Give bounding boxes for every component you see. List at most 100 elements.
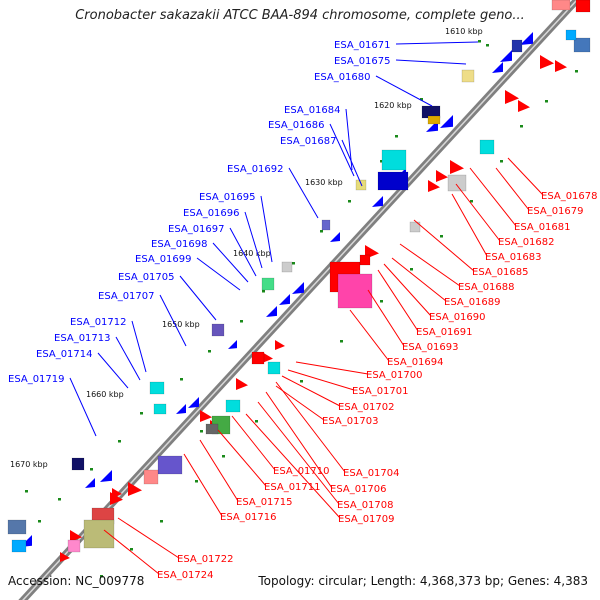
- gene-block: [565, 29, 577, 41]
- gene-label[interactable]: ESA_01715: [236, 497, 293, 508]
- gene-label[interactable]: ESA_01712: [70, 317, 127, 328]
- gene-label[interactable]: ESA_01707: [98, 291, 155, 302]
- label-leader-line: [212, 242, 249, 283]
- gene-arrow: [100, 470, 112, 482]
- gene-block: [157, 455, 183, 475]
- label-leader-line: [395, 41, 479, 45]
- gene-label[interactable]: ESA_01679: [527, 206, 584, 217]
- label-leader-line: [159, 294, 187, 347]
- gene-label[interactable]: ESA_01684: [284, 105, 341, 116]
- gc-tick-mark: [262, 290, 265, 293]
- gene-label[interactable]: ESA_01713: [54, 333, 111, 344]
- gene-label[interactable]: ESA_01710: [273, 466, 330, 477]
- gene-block: [575, 0, 591, 13]
- gene-label[interactable]: ESA_01692: [227, 164, 284, 175]
- kbp-tick-label: 1660 kbp: [86, 390, 124, 399]
- gene-block: [479, 139, 495, 155]
- label-leader-line: [288, 167, 319, 219]
- gene-label[interactable]: ESA_01719: [8, 374, 65, 385]
- gene-label[interactable]: ESA_01690: [429, 312, 486, 323]
- gene-label[interactable]: ESA_01671: [334, 40, 391, 51]
- gene-label[interactable]: ESA_01698: [151, 239, 208, 250]
- gene-label[interactable]: ESA_01682: [498, 237, 555, 248]
- gene-block: [511, 39, 523, 53]
- gene-label[interactable]: ESA_01711: [264, 482, 321, 493]
- map-title: Cronobacter sakazakii ATCC BAA-894 chrom…: [75, 8, 525, 23]
- gene-label[interactable]: ESA_01697: [168, 224, 225, 235]
- kbp-tick-label: 1630 kbp: [305, 178, 343, 187]
- gene-label[interactable]: ESA_01687: [280, 136, 337, 147]
- label-leader-line: [245, 413, 341, 519]
- gene-block: [281, 261, 293, 273]
- gene-label[interactable]: ESA_01681: [514, 222, 571, 233]
- gene-block: [461, 69, 475, 83]
- gene-block: [251, 351, 265, 365]
- label-leader-line: [275, 381, 346, 473]
- gene-label[interactable]: ESA_01696: [183, 208, 240, 219]
- gc-tick-mark: [90, 468, 93, 471]
- gc-tick-mark: [410, 268, 413, 271]
- gene-label[interactable]: ESA_01675: [334, 56, 391, 67]
- gene-label[interactable]: ESA_01691: [416, 327, 473, 338]
- gene-label[interactable]: ESA_01708: [337, 500, 394, 511]
- gene-label[interactable]: ESA_01714: [36, 349, 93, 360]
- gene-label[interactable]: ESA_01703: [322, 416, 379, 427]
- gene-label[interactable]: ESA_01695: [199, 192, 256, 203]
- gene-label[interactable]: ESA_01724: [157, 570, 214, 581]
- label-leader-line: [281, 375, 341, 407]
- kbp-tick-label: 1640 kbp: [233, 249, 271, 258]
- gene-arrow: [492, 62, 503, 73]
- gene-label[interactable]: ESA_01688: [458, 282, 515, 293]
- gene-label[interactable]: ESA_01700: [366, 370, 423, 381]
- gc-tick-mark: [100, 575, 103, 578]
- gene-label[interactable]: ESA_01716: [220, 512, 277, 523]
- gene-label[interactable]: ESA_01709: [338, 514, 395, 525]
- gc-tick-mark: [545, 100, 548, 103]
- label-leader-line: [507, 157, 544, 196]
- gene-label[interactable]: ESA_01685: [472, 267, 529, 278]
- gene-label[interactable]: ESA_01705: [118, 272, 175, 283]
- gene-label[interactable]: ESA_01683: [485, 252, 542, 263]
- gene-label[interactable]: ESA_01689: [444, 297, 501, 308]
- gc-tick-mark: [140, 412, 143, 415]
- gene-label[interactable]: ESA_01702: [338, 402, 395, 413]
- gene-block: [149, 381, 165, 395]
- gene-arrow: [518, 100, 530, 112]
- gc-tick-mark: [160, 520, 163, 523]
- gene-label[interactable]: ESA_01699: [135, 254, 192, 265]
- gene-label[interactable]: ESA_01680: [314, 72, 371, 83]
- gene-block: [11, 539, 27, 553]
- gene-block: [409, 221, 421, 233]
- label-leader-line: [229, 227, 257, 277]
- gene-label[interactable]: ESA_01686: [268, 120, 325, 131]
- gene-label[interactable]: ESA_01722: [177, 554, 234, 565]
- gene-label[interactable]: ESA_01694: [387, 357, 444, 368]
- label-leader-line: [196, 257, 241, 291]
- gc-tick-mark: [38, 520, 41, 523]
- label-leader-line: [199, 439, 239, 502]
- label-leader-line: [260, 195, 273, 263]
- gene-label[interactable]: ESA_01706: [330, 484, 387, 495]
- gene-label[interactable]: ESA_01693: [402, 342, 459, 353]
- gene-label[interactable]: ESA_01678: [541, 191, 598, 202]
- gene-label[interactable]: ESA_01701: [352, 386, 409, 397]
- gene-block: [447, 174, 467, 192]
- kbp-tick-label: 1650 kbp: [162, 320, 200, 329]
- label-leader-line: [257, 401, 340, 505]
- gc-tick-mark: [520, 125, 523, 128]
- gc-tick-mark: [25, 490, 28, 493]
- label-leader-line: [265, 391, 333, 489]
- label-leader-line: [217, 429, 267, 487]
- kbp-tick-label: 1620 kbp: [374, 101, 412, 110]
- gene-arrow: [330, 232, 340, 242]
- gene-block: [377, 171, 409, 191]
- gc-tick-mark: [380, 160, 383, 163]
- gene-block: [321, 219, 331, 231]
- gc-tick-mark: [292, 262, 295, 265]
- gene-arrow: [188, 397, 199, 408]
- label-leader-line: [183, 453, 223, 517]
- gc-tick-mark: [478, 40, 481, 43]
- gene-label[interactable]: ESA_01704: [343, 468, 400, 479]
- label-leader-line: [295, 361, 369, 375]
